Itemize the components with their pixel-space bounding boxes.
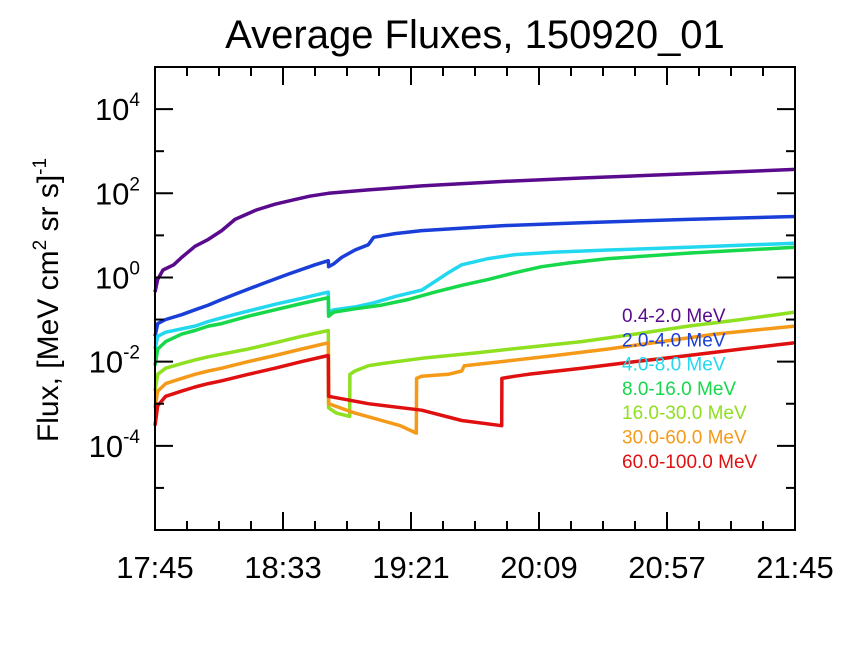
legend: 0.4-2.0 MeV 2.0-4.0 MeV 4.0-8.0 MeV 8.0-16.… bbox=[622, 306, 758, 473]
y-axis-label: Flux, [MeV cm2 sr s]-1 bbox=[30, 158, 65, 442]
axes-layer: 10-4 10-2 100 102 104 17:45 18:33 19:21 20:09 20:… bbox=[89, 66, 834, 585]
x-tick-label: 17:45 bbox=[116, 550, 194, 585]
chart-title: Average Fluxes, 150920_01 bbox=[225, 13, 725, 57]
legend-entry-5: 30.0-60.0 MeV bbox=[622, 428, 747, 449]
legend-entry-1: 2.0-4.0 MeV bbox=[622, 330, 726, 351]
series-line-1 bbox=[153, 214, 796, 337]
x-tick-label: 21:45 bbox=[756, 550, 834, 585]
series-line-4 bbox=[153, 310, 796, 419]
y-tick-label: 104 bbox=[95, 90, 140, 127]
x-tick-label: 19:21 bbox=[372, 550, 450, 585]
y-label-sup1: 2 bbox=[30, 240, 51, 251]
legend-entry-4: 16.0-30.0 MeV bbox=[622, 403, 747, 424]
y-tick-label: 102 bbox=[95, 174, 140, 211]
series-line-6 bbox=[153, 341, 796, 428]
y-label-mid: sr s] bbox=[32, 175, 65, 240]
x-tick-label: 20:57 bbox=[628, 550, 706, 585]
x-tick-label: 18:33 bbox=[244, 550, 322, 585]
legend-entry-0: 0.4-2.0 MeV bbox=[622, 306, 726, 327]
y-label-main: Flux, [MeV cm bbox=[32, 250, 65, 442]
y-tick-label: 100 bbox=[95, 258, 140, 295]
series-line-2 bbox=[153, 241, 796, 350]
series-line-5 bbox=[153, 324, 796, 435]
y-label-sup2: -1 bbox=[30, 158, 51, 175]
x-tick-label: 20:09 bbox=[500, 550, 578, 585]
legend-entry-3: 8.0-16.0 MeV bbox=[622, 379, 736, 400]
series-line-0 bbox=[153, 167, 796, 293]
y-tick-label: 10-4 bbox=[89, 427, 141, 464]
series-layer bbox=[153, 167, 796, 435]
legend-entry-2: 4.0-8.0 MeV bbox=[622, 355, 726, 376]
series-line-3 bbox=[153, 245, 796, 366]
legend-entry-6: 60.0-100.0 MeV bbox=[622, 452, 758, 473]
y-tick-label: 10-2 bbox=[89, 343, 140, 380]
